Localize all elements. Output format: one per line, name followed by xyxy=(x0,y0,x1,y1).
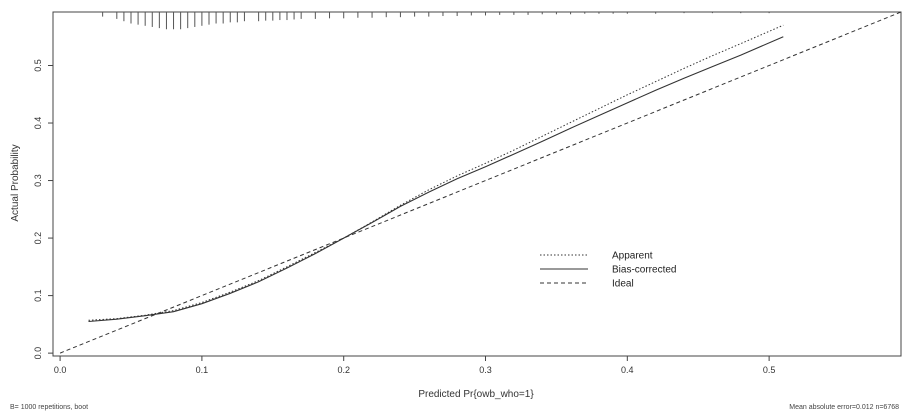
x-tick-label: 0.3 xyxy=(479,365,492,375)
plot-frame xyxy=(52,11,902,357)
rug-ticks xyxy=(102,12,770,30)
y-tick-label: 0.4 xyxy=(33,117,43,130)
legend-label: Bias-corrected xyxy=(612,265,676,276)
y-axis-title: Actual Probability xyxy=(10,144,21,221)
series-line-ideal xyxy=(59,11,902,354)
footnote-left: B= 1000 repetitions, boot xyxy=(10,404,88,411)
y-tick-label: 0.2 xyxy=(33,232,43,245)
y-axis: 0.0 0.1 0.2 0.3 0.4 0.5 xyxy=(33,59,53,359)
series-group xyxy=(59,11,902,354)
y-tick-label: 0.1 xyxy=(33,289,43,302)
y-tick-label: 0.3 xyxy=(33,174,43,187)
y-tick-label: 0.5 xyxy=(33,59,43,72)
legend: Apparent Bias-corrected Ideal xyxy=(540,251,676,290)
x-tick-label: 0.2 xyxy=(337,365,350,375)
y-tick-label: 0.0 xyxy=(33,347,43,360)
x-tick-label: 0.5 xyxy=(763,365,776,375)
series-line-apparent xyxy=(88,24,784,321)
x-axis: 0.0 0.1 0.2 0.3 0.4 0.5 xyxy=(54,356,776,375)
legend-label: Apparent xyxy=(612,251,653,262)
x-tick-label: 0.1 xyxy=(196,365,209,375)
series-line-bias-corrected xyxy=(88,36,784,323)
x-axis-title: Predicted Pr{owb_who=1} xyxy=(418,389,534,400)
footnote-right: Mean absolute error=0.012 n=6768 xyxy=(789,404,899,411)
legend-label: Ideal xyxy=(612,279,634,290)
x-tick-label: 0.4 xyxy=(621,365,634,375)
x-tick-label: 0.0 xyxy=(54,365,67,375)
